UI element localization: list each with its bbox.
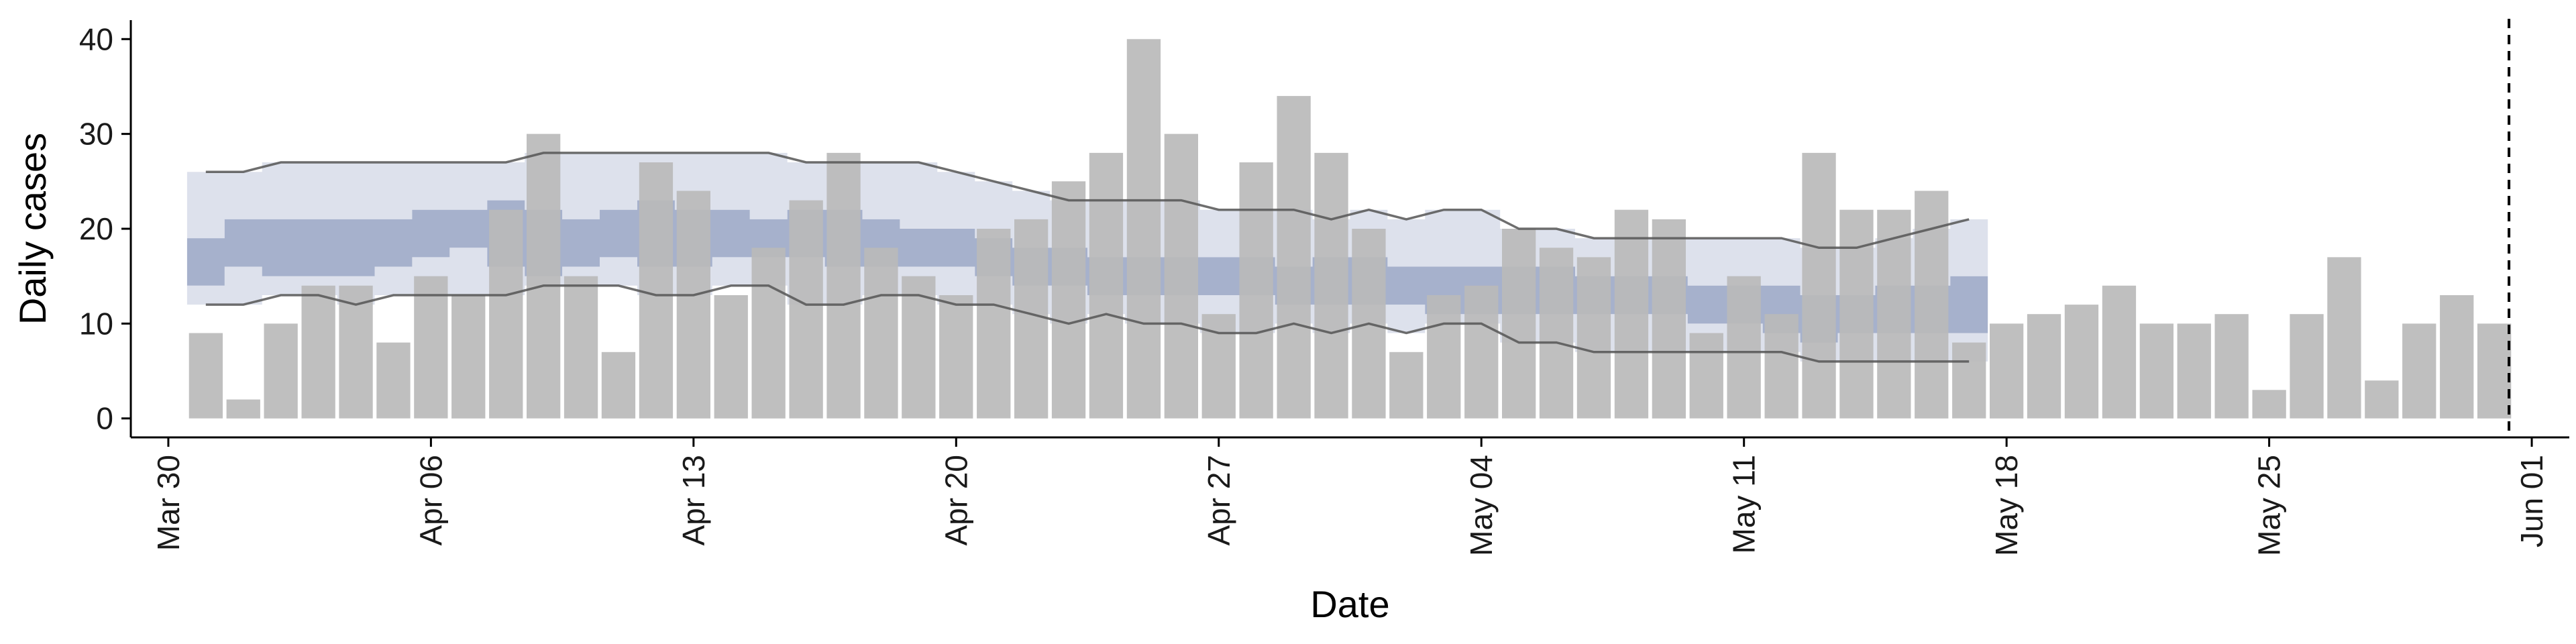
bar (339, 285, 373, 419)
bar (264, 323, 298, 419)
forecast-bands (186, 152, 1988, 362)
bar (1201, 314, 1236, 419)
bar (2177, 323, 2211, 419)
bar (1576, 257, 1611, 419)
bar (376, 342, 411, 419)
bar (714, 295, 748, 419)
bar (1952, 342, 1986, 419)
bar (564, 276, 598, 419)
bar (2327, 257, 2361, 419)
upper-interval-line (205, 152, 1970, 250)
bar (2102, 285, 2137, 419)
x-tick-label: Apr 06 (413, 455, 448, 546)
x-tick-label: May 04 (1464, 455, 1499, 556)
bar (2365, 380, 2399, 419)
bar (1089, 152, 1124, 419)
bar (1126, 39, 1161, 419)
bar (451, 295, 486, 419)
bar (864, 248, 898, 419)
case-bars (189, 39, 2512, 419)
bar (977, 229, 1011, 419)
y-axis-title: Daily cases (11, 133, 54, 325)
bar (1277, 96, 1311, 419)
bar (301, 285, 335, 419)
bar (2290, 314, 2324, 419)
bar (414, 276, 448, 419)
x-ticks: Mar 30 Apr 06 Apr 13 Apr 20 Apr 27 May 04 May … (151, 437, 2549, 556)
x-axis-title: Date (1310, 583, 1389, 625)
y-tick-label: 30 (79, 117, 113, 152)
y-tick-label: 20 (79, 211, 113, 246)
x-tick-label: Apr 13 (676, 455, 711, 546)
x-tick-label: May 25 (2252, 455, 2287, 556)
bar (751, 248, 786, 419)
bar (2214, 314, 2249, 419)
bar (902, 276, 936, 419)
bar (1051, 181, 1086, 419)
bar (1239, 162, 1273, 419)
inner-band (186, 200, 1988, 343)
bar (2402, 323, 2436, 419)
interval-lines (205, 152, 1970, 363)
bar (1502, 229, 1536, 419)
bar (601, 352, 636, 419)
bar (2064, 305, 2099, 419)
bar (189, 333, 223, 419)
bar (1652, 219, 1686, 419)
x-tick-label: Jun 01 (2514, 455, 2549, 547)
y-tick-label: 0 (96, 401, 113, 436)
bar (2139, 323, 2174, 419)
bar (1764, 314, 1799, 419)
bar (676, 191, 710, 419)
x-tick-label: May 18 (1989, 455, 2024, 556)
bar (1539, 248, 1574, 419)
x-tick-label: Mar 30 (151, 455, 186, 551)
outer-band-upper (186, 152, 1988, 295)
bar (1314, 152, 1348, 419)
lower-interval-line (205, 284, 1970, 363)
bar (226, 399, 260, 419)
bar (2027, 314, 2061, 419)
bar (1389, 352, 1424, 419)
y-tick-label: 40 (79, 21, 113, 56)
bar (826, 152, 861, 419)
bar (1727, 276, 1761, 419)
x-tick-label: Apr 20 (938, 455, 973, 546)
bar (939, 295, 973, 419)
bar (1990, 323, 2024, 419)
bar (639, 162, 674, 419)
bar (1689, 333, 1723, 419)
outer-band-lower (186, 248, 1988, 362)
x-tick-label: May 11 (1727, 455, 1762, 553)
bar (2440, 295, 2474, 419)
bar (1614, 209, 1649, 419)
bar (2252, 390, 2286, 419)
bar (1839, 209, 1874, 419)
bar (1164, 133, 1198, 419)
bar (1464, 285, 1499, 419)
bar (1877, 209, 1911, 419)
y-ticks: 0 10 20 30 40 (79, 21, 131, 436)
bar (2477, 323, 2512, 419)
x-tick-label: Apr 27 (1201, 455, 1236, 546)
bar (1427, 295, 1461, 419)
bar (1014, 219, 1049, 419)
bar (1802, 152, 1836, 419)
bar (489, 209, 523, 419)
bar (527, 133, 561, 419)
y-tick-label: 10 (79, 306, 113, 341)
bar (789, 200, 823, 419)
